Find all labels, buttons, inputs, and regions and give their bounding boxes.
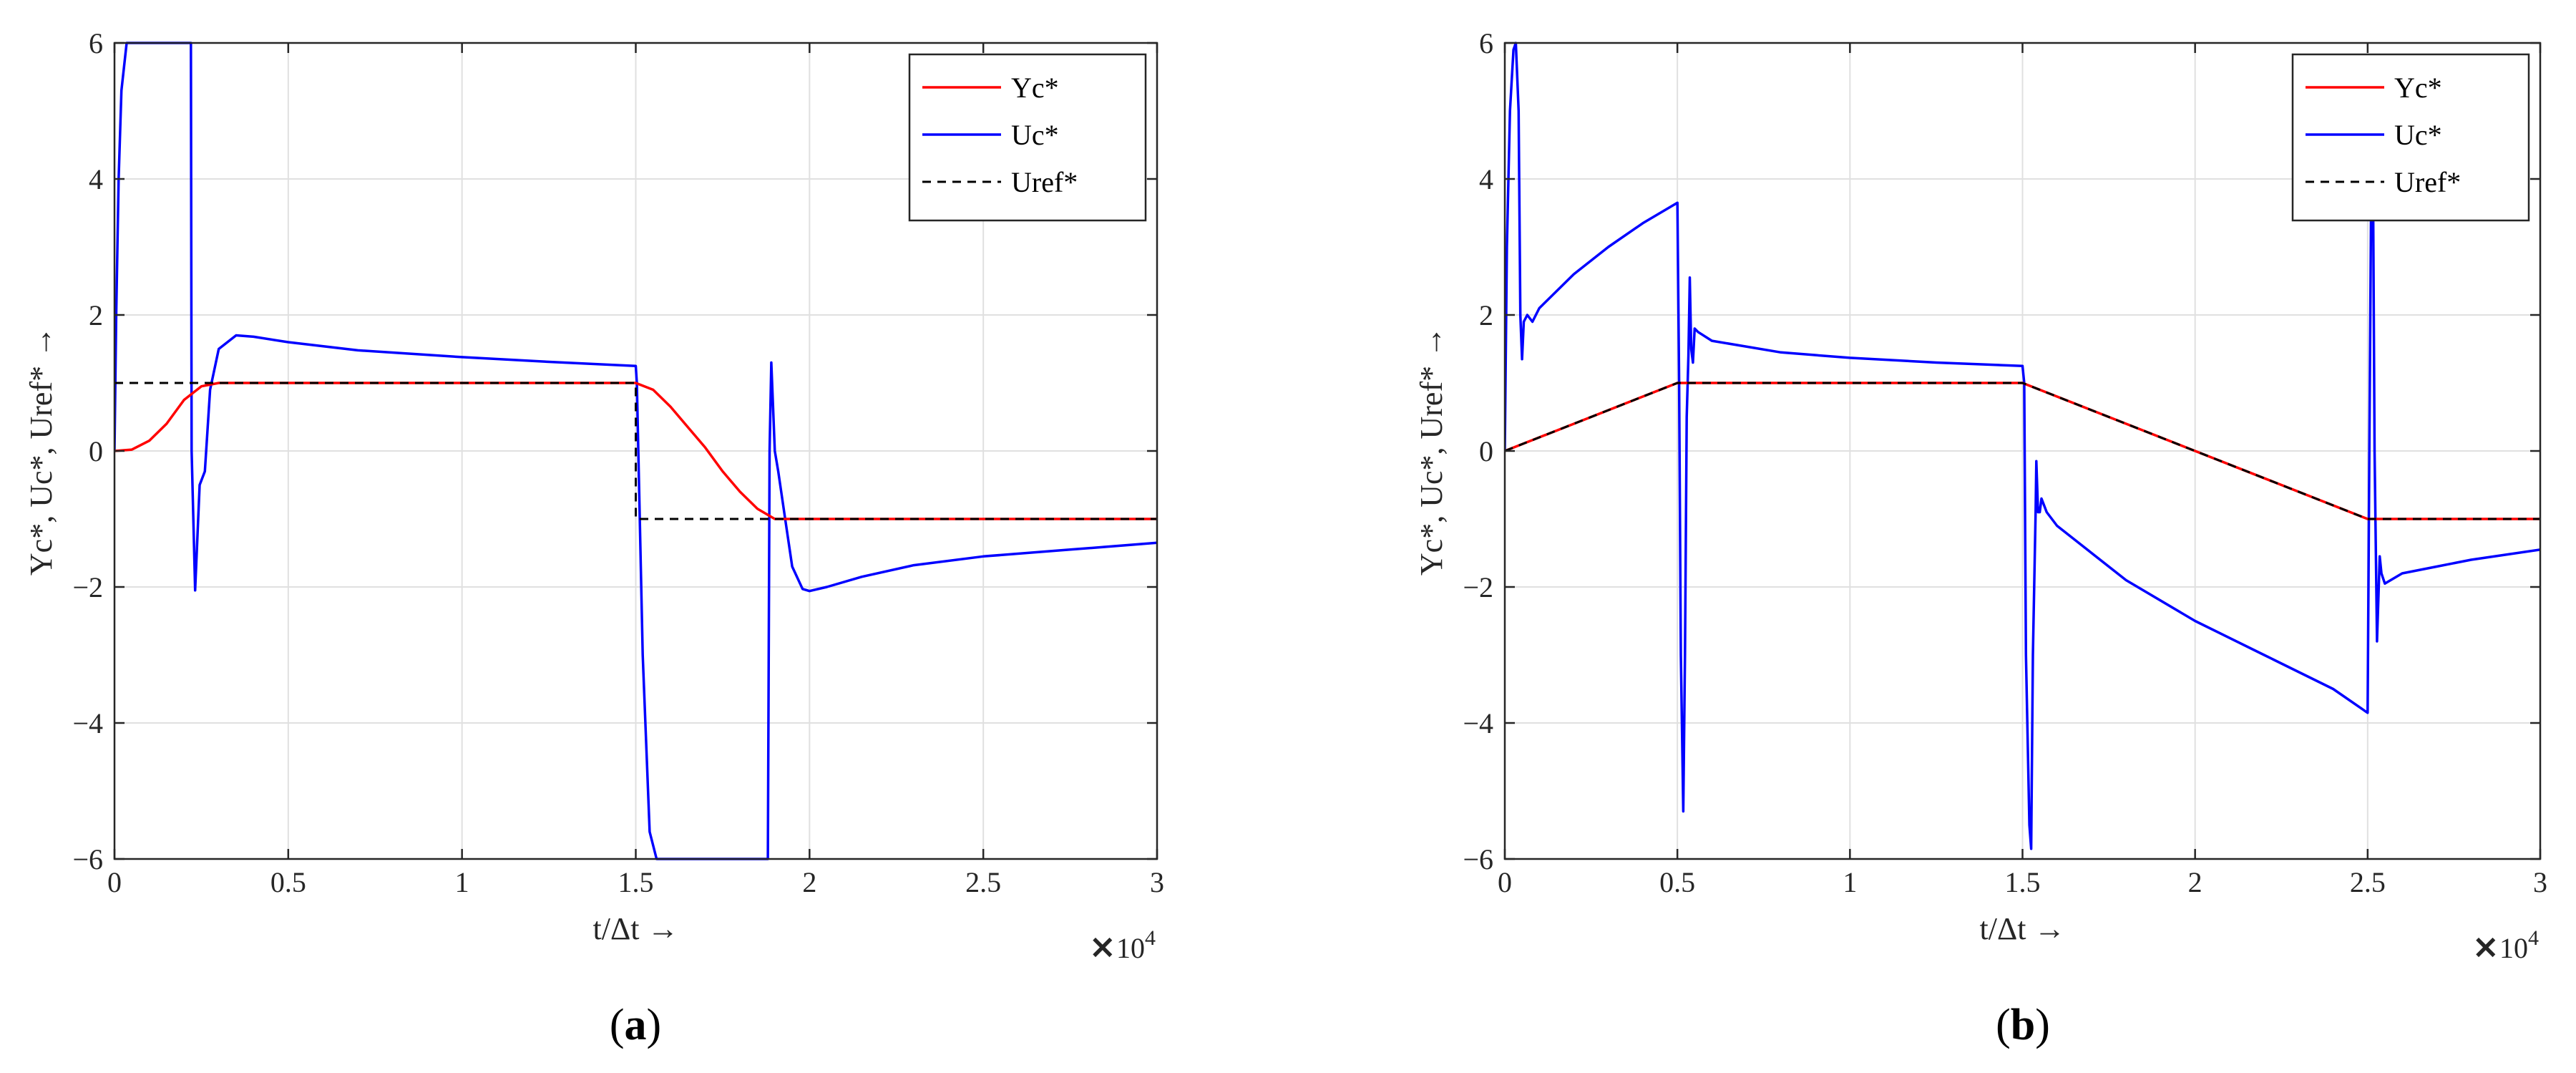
x-multiplier-label: ×104 — [2472, 926, 2539, 966]
x-tick-label: 0 — [1498, 866, 1512, 898]
legend-label: Uc* — [2394, 119, 2442, 151]
y-tick-label: 0 — [1479, 435, 1493, 467]
legend-label: Uref* — [1011, 166, 1078, 198]
series-line-uref — [1505, 382, 2540, 520]
panel-caption: (a) — [610, 1001, 661, 1049]
x-tick-label: 2 — [802, 866, 816, 898]
y-tick-label: 6 — [89, 27, 103, 59]
legend-label: Uref* — [2394, 166, 2461, 198]
y-tick-label: −2 — [72, 571, 103, 603]
x-axis-label: t/Δt → — [593, 911, 679, 946]
x-tick-label: 1.5 — [2005, 866, 2041, 898]
y-tick-label: 6 — [1479, 27, 1493, 59]
x-tick-label: 2.5 — [2350, 866, 2386, 898]
x-tick-label: 3 — [1150, 866, 1164, 898]
chart-panel-a: 0 0.5 1 1.5 2 2.5 3 −6 −4 −2 0 2 4 6 t/Δt → Yc*, Uc*, U… — [24, 27, 1164, 1049]
chart-panel-b: 0 0.5 1 1.5 2 2.5 3 −6 −4 −2 0 2 4 6 t/Δt → Yc*, Uc*, U… — [1414, 27, 2547, 1049]
y-tick-label: −4 — [72, 707, 103, 739]
y-axis-label: Yc*, Uc*, Uref* → — [24, 326, 59, 576]
x-tick-label: 1 — [455, 866, 469, 898]
series-line-yc — [114, 382, 1157, 520]
y-tick-label: −6 — [72, 843, 103, 875]
y-axis-label: Yc*, Uc*, Uref* → — [1414, 326, 1449, 576]
x-tick-label: 1.5 — [618, 866, 654, 898]
series-line-uc — [114, 42, 1157, 860]
y-tick-label: 4 — [1479, 163, 1493, 195]
y-tick-label: −4 — [1463, 707, 1493, 739]
legend-box — [2291, 53, 2530, 222]
x-tick-label: 0.5 — [270, 866, 306, 898]
legend: Yc* Uc* Uref* — [2291, 53, 2530, 222]
legend-label: Uc* — [1011, 119, 1059, 151]
y-tick-label: −2 — [1463, 571, 1493, 603]
legend: Yc* Uc* Uref* — [908, 53, 1147, 222]
x-tick-label: 1 — [1843, 866, 1857, 898]
x-tick-label: 0 — [107, 866, 122, 898]
series-line-uref — [114, 382, 1157, 520]
x-tick-label: 2.5 — [965, 866, 1001, 898]
y-tick-label: 2 — [1479, 299, 1493, 331]
x-tick-label: 2 — [2188, 866, 2202, 898]
panel-caption: (b) — [1996, 1001, 2050, 1049]
legend-box — [908, 53, 1147, 222]
y-tick-label: 4 — [89, 163, 103, 195]
y-tick-label: 0 — [89, 435, 103, 467]
legend-label: Yc* — [1011, 72, 1059, 104]
legend-label: Yc* — [2394, 72, 2442, 104]
x-tick-label: 3 — [2533, 866, 2547, 898]
x-tick-label: 0.5 — [1659, 866, 1695, 898]
x-axis-label: t/Δt → — [1980, 911, 2066, 946]
x-multiplier-label: ×104 — [1088, 926, 1156, 966]
y-tick-label: 2 — [89, 299, 103, 331]
y-tick-label: −6 — [1463, 843, 1493, 875]
